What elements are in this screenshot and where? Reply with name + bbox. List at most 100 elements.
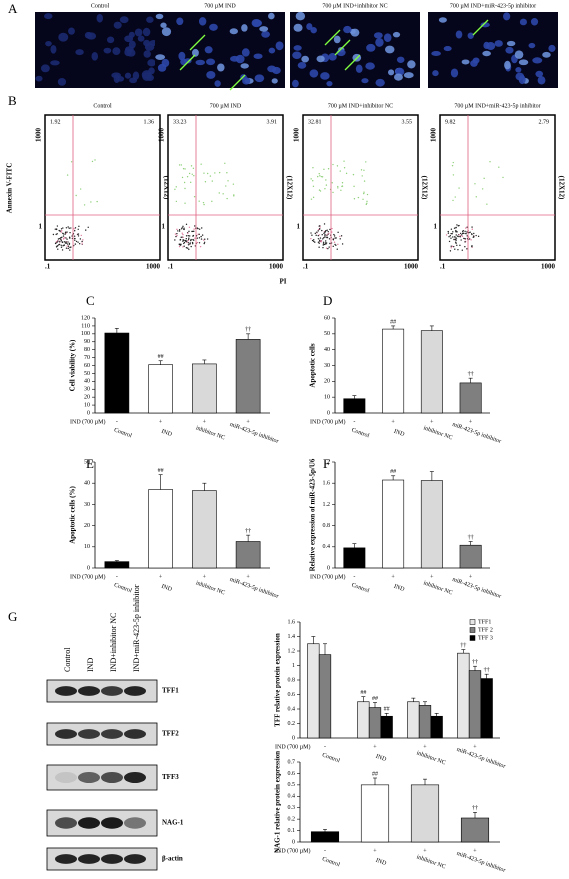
y-tick-label: 0: [327, 565, 330, 571]
nucleus: [316, 55, 325, 63]
x-tick-label: Control: [321, 856, 341, 868]
band: [78, 772, 100, 783]
significance: ††: [245, 529, 251, 535]
event-dot: [450, 245, 452, 247]
y-tick-label: 0.4: [288, 794, 296, 800]
event-dot: [66, 238, 68, 240]
event-dot: [463, 232, 465, 235]
arrow: [472, 19, 489, 36]
y-tick-label: 0: [87, 410, 90, 416]
y-tick-label: 50: [324, 331, 330, 337]
event-dot: [201, 234, 204, 236]
significance: ††: [468, 535, 474, 541]
event-dot: [192, 238, 194, 241]
y-axis-title: Apoptotic cells (%): [69, 486, 77, 544]
event-dot: [343, 167, 346, 169]
event-dot: [464, 237, 466, 240]
event-dot: [96, 200, 98, 203]
x-tick-label: Control: [351, 427, 371, 439]
sign: +: [473, 848, 477, 854]
nucleus: [293, 45, 302, 51]
image-title: 700 µM IND: [204, 3, 236, 9]
event-dot: [310, 178, 312, 180]
sign: +: [159, 574, 163, 580]
event-dot: [329, 242, 331, 245]
event-dot: [188, 226, 191, 228]
arrow: [229, 74, 246, 91]
event-dot: [366, 202, 368, 205]
event-dot: [331, 182, 333, 184]
event-dot: [211, 180, 214, 182]
event-dot: [457, 225, 459, 227]
event-dot: [182, 225, 184, 228]
band: [124, 817, 146, 829]
sign: +: [423, 744, 427, 750]
event-dot: [456, 224, 458, 226]
arrow: [189, 34, 206, 51]
event-dot: [94, 159, 96, 161]
y-tick-label: 30: [324, 363, 330, 369]
event-dot: [471, 226, 473, 228]
event-dot: [58, 237, 61, 240]
nucleus: [242, 77, 251, 85]
nucleus: [403, 72, 414, 79]
event-dot: [343, 160, 345, 162]
event-dot: [57, 240, 59, 243]
band: [78, 817, 100, 829]
event-dot: [200, 163, 202, 165]
event-dot: [60, 246, 63, 248]
event-dot: [332, 163, 334, 166]
event-dot: [74, 237, 76, 240]
nucleus: [537, 76, 546, 85]
axis-text: (12X12): [557, 176, 565, 200]
lane-label: IND+inhibitor NC: [109, 613, 118, 672]
event-dot: [324, 240, 327, 242]
x-tick-label: miR-423-5p inhibitor: [456, 747, 506, 770]
event-dot: [324, 187, 326, 190]
event-dot: [200, 238, 203, 240]
legend-swatch: [469, 635, 476, 641]
nucleus: [297, 62, 307, 69]
nucleus: [309, 69, 319, 78]
event-dot: [60, 237, 62, 239]
event-dot: [451, 233, 453, 235]
event-dot: [332, 191, 334, 194]
sign: +: [430, 574, 434, 580]
sign: +: [246, 574, 250, 580]
sign: +: [203, 419, 207, 425]
bar: [459, 544, 482, 569]
nucleus: [472, 57, 480, 64]
event-dot: [73, 230, 76, 232]
event-dot: [323, 232, 325, 235]
y-tick-label: 0.1: [288, 828, 296, 834]
nucleus: [241, 24, 248, 32]
event-dot: [363, 192, 365, 195]
nucleus: [275, 41, 284, 51]
sign: +: [391, 574, 395, 580]
y-tick-label: 20: [324, 379, 330, 385]
event-dot: [447, 232, 450, 234]
event-dot: [67, 241, 69, 243]
event-dot: [481, 188, 484, 190]
event-dot: [311, 239, 314, 242]
image-title: Control: [91, 3, 110, 9]
event-dot: [190, 245, 192, 248]
y-axis-title: Relative expression of miR-423-5p/U6: [309, 458, 317, 571]
event-dot: [325, 179, 327, 181]
nucleus: [240, 63, 249, 69]
panel-label: E: [86, 456, 94, 471]
nucleus: [68, 27, 75, 35]
event-dot: [183, 228, 185, 231]
legend-label: TFF 2: [478, 627, 493, 633]
event-dot: [55, 228, 58, 231]
nucleus: [178, 51, 186, 61]
nucleus: [155, 54, 166, 61]
x-tick-label: IND: [160, 584, 173, 594]
event-dot: [175, 235, 177, 238]
significance: ††: [484, 668, 490, 674]
event-dot: [83, 204, 86, 206]
event-dot: [316, 231, 318, 233]
x-tick-label: inhibitor NC: [195, 580, 226, 596]
y-tick-label: 0: [87, 565, 90, 571]
y-tick-label: 40: [324, 347, 330, 353]
